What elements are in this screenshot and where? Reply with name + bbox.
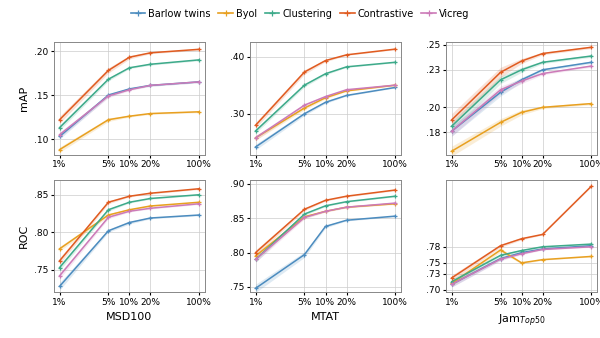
Y-axis label: ROC: ROC	[19, 224, 29, 248]
Legend: Barlow twins, Byol, Clustering, Contrastive, Vicreg: Barlow twins, Byol, Clustering, Contrast…	[127, 5, 473, 23]
X-axis label: MTAT: MTAT	[311, 313, 340, 322]
Y-axis label: mAP: mAP	[19, 86, 29, 111]
X-axis label: MSD100: MSD100	[106, 313, 152, 322]
X-axis label: Jam$_{Top50}$: Jam$_{Top50}$	[498, 313, 545, 329]
